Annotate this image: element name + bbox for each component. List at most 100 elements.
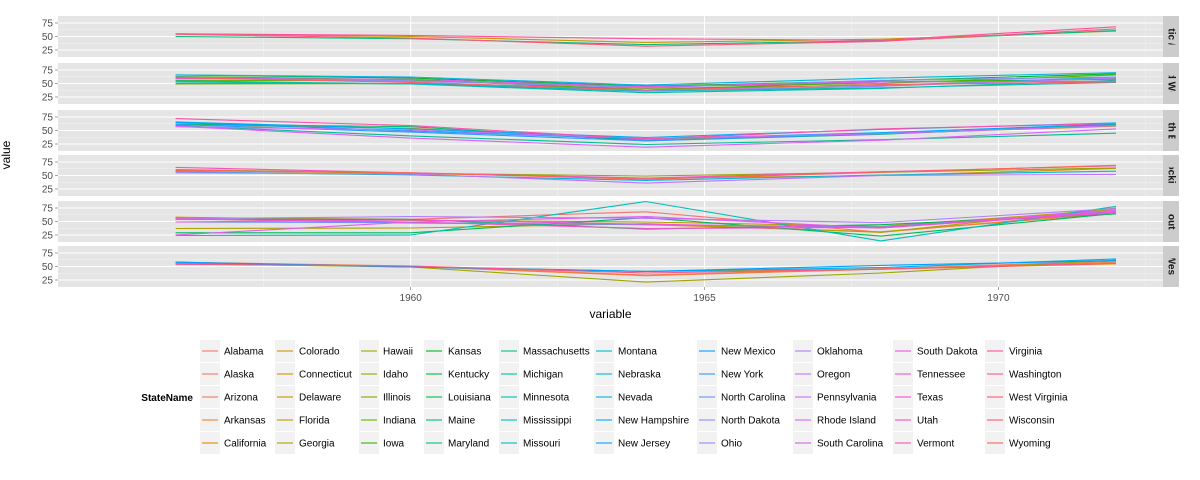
series-line bbox=[175, 200, 1117, 242]
facet-strip-label: Atlantic / East bbox=[1166, 3, 1177, 70]
x-axis-title: variable bbox=[589, 307, 631, 321]
legend-item: Tennessee bbox=[893, 363, 966, 385]
legend-label: North Dakota bbox=[721, 416, 780, 427]
series-line bbox=[175, 172, 1117, 184]
legend-item: Arkansas bbox=[200, 409, 266, 431]
legend-item: Alaska bbox=[200, 363, 254, 385]
legend-item: Pennsylvania bbox=[793, 386, 877, 408]
y-tick-label: 25 bbox=[42, 92, 54, 103]
legend-label: Nebraska bbox=[618, 370, 661, 381]
y-tick-label: 50 bbox=[42, 79, 54, 90]
legend-label: Illinois bbox=[383, 393, 411, 404]
series-line bbox=[175, 125, 1117, 146]
legend-label: Maryland bbox=[448, 439, 489, 450]
legend-item: North Carolina bbox=[697, 386, 786, 408]
series-line bbox=[175, 262, 1117, 274]
legend-label: North Carolina bbox=[721, 393, 786, 404]
legend-item: Mississippi bbox=[499, 409, 571, 431]
legend-label: Montana bbox=[618, 347, 657, 358]
legend-item: Connecticut bbox=[275, 363, 352, 385]
legend-label: Michigan bbox=[523, 370, 563, 381]
legend-label: Tennessee bbox=[917, 370, 966, 381]
legend-item: Vermont bbox=[893, 432, 954, 454]
y-tick-label: 50 bbox=[42, 32, 54, 43]
series-line bbox=[175, 212, 1117, 237]
legend-label: Florida bbox=[299, 416, 330, 427]
facet-strip bbox=[1163, 16, 1179, 57]
series-line bbox=[175, 164, 1117, 180]
facet-panel: 25 50 75 West bbox=[42, 246, 1179, 287]
legend-item: Arizona bbox=[200, 386, 258, 408]
facet-strip bbox=[1163, 155, 1179, 196]
x-tick-label: 1970 bbox=[987, 293, 1010, 304]
legend-item: New Mexico bbox=[697, 340, 776, 362]
legend-item: Michigan bbox=[499, 363, 563, 385]
legend-label: New Jersey bbox=[618, 439, 670, 450]
legend-item: Kentucky bbox=[424, 363, 489, 385]
legend-label: New Hampshire bbox=[618, 416, 690, 427]
legend-item: Oregon bbox=[793, 363, 850, 385]
legend-label: Ohio bbox=[721, 439, 743, 450]
legend-label: Connecticut bbox=[299, 370, 352, 381]
series-line bbox=[175, 28, 1117, 47]
legend-item: Massachusetts bbox=[499, 340, 590, 362]
legend-item: Missouri bbox=[499, 432, 560, 454]
legend-item: North Dakota bbox=[697, 409, 780, 431]
legend-item: Colorado bbox=[275, 340, 340, 362]
legend-title: StateName bbox=[141, 393, 193, 404]
series-line bbox=[175, 212, 1117, 230]
y-tick-label: 50 bbox=[42, 126, 54, 137]
y-tick-label: 50 bbox=[42, 171, 54, 182]
legend-label: Indiana bbox=[383, 416, 416, 427]
legend-item: Indiana bbox=[359, 409, 416, 431]
legend-label: Delaware bbox=[299, 393, 342, 404]
legend-item: New Jersey bbox=[594, 432, 670, 454]
series-line bbox=[175, 26, 1117, 41]
facet-strip-label: South bbox=[1166, 207, 1177, 235]
facet-strip-label: West bbox=[1166, 255, 1177, 279]
legend-label: Georgia bbox=[299, 439, 335, 450]
y-tick-label: 25 bbox=[42, 230, 54, 241]
y-tick-label: 75 bbox=[42, 204, 54, 215]
legend-label: Oklahoma bbox=[817, 347, 863, 358]
legend-label: Rhode Island bbox=[817, 416, 876, 427]
legend-label: Missouri bbox=[523, 439, 560, 450]
legend-item: Nevada bbox=[594, 386, 653, 408]
legend-item: South Dakota bbox=[893, 340, 978, 362]
legend-label: Vermont bbox=[917, 439, 954, 450]
legend-label: California bbox=[224, 439, 267, 450]
legend-item: Utah bbox=[893, 409, 938, 431]
legend-item: Ohio bbox=[697, 432, 743, 454]
legend-item: Louisiana bbox=[424, 386, 491, 408]
legend-label: Wisconsin bbox=[1009, 416, 1055, 427]
legend-label: Hawaii bbox=[383, 347, 413, 358]
facet-panel: 25 50 75 Atlantic / East bbox=[42, 3, 1179, 70]
y-tick-label: 25 bbox=[42, 275, 54, 286]
legend-label: Utah bbox=[917, 416, 938, 427]
facet-strip bbox=[1163, 110, 1179, 151]
x-tick-label: 1965 bbox=[693, 293, 716, 304]
legend-item: New Hampshire bbox=[594, 409, 690, 431]
x-tick-label: 1960 bbox=[400, 293, 423, 304]
legend-label: Idaho bbox=[383, 370, 408, 381]
legend-item: West Virginia bbox=[985, 386, 1068, 408]
facet-strip-label: North East bbox=[1166, 105, 1177, 156]
legend-item: Georgia bbox=[275, 432, 335, 454]
legend-item: Kansas bbox=[424, 340, 481, 362]
legend-item: Minnesota bbox=[499, 386, 570, 408]
facet-panel: 25 50 75 North East bbox=[42, 105, 1179, 156]
series-line bbox=[175, 260, 1117, 276]
legend-item: Rhode Island bbox=[793, 409, 876, 431]
legend-item: Oklahoma bbox=[793, 340, 863, 362]
legend-label: South Dakota bbox=[917, 347, 978, 358]
legend-label: Pennsylvania bbox=[817, 393, 877, 404]
legend-item: California bbox=[200, 432, 267, 454]
legend-item: Hawaii bbox=[359, 340, 413, 362]
legend-item: Idaho bbox=[359, 363, 408, 385]
facet-strip-label: Rockies bbox=[1166, 156, 1177, 195]
legend-label: Alabama bbox=[224, 347, 264, 358]
y-tick-label: 25 bbox=[42, 45, 54, 56]
legend-label: Kentucky bbox=[448, 370, 489, 381]
series-line bbox=[175, 77, 1117, 91]
